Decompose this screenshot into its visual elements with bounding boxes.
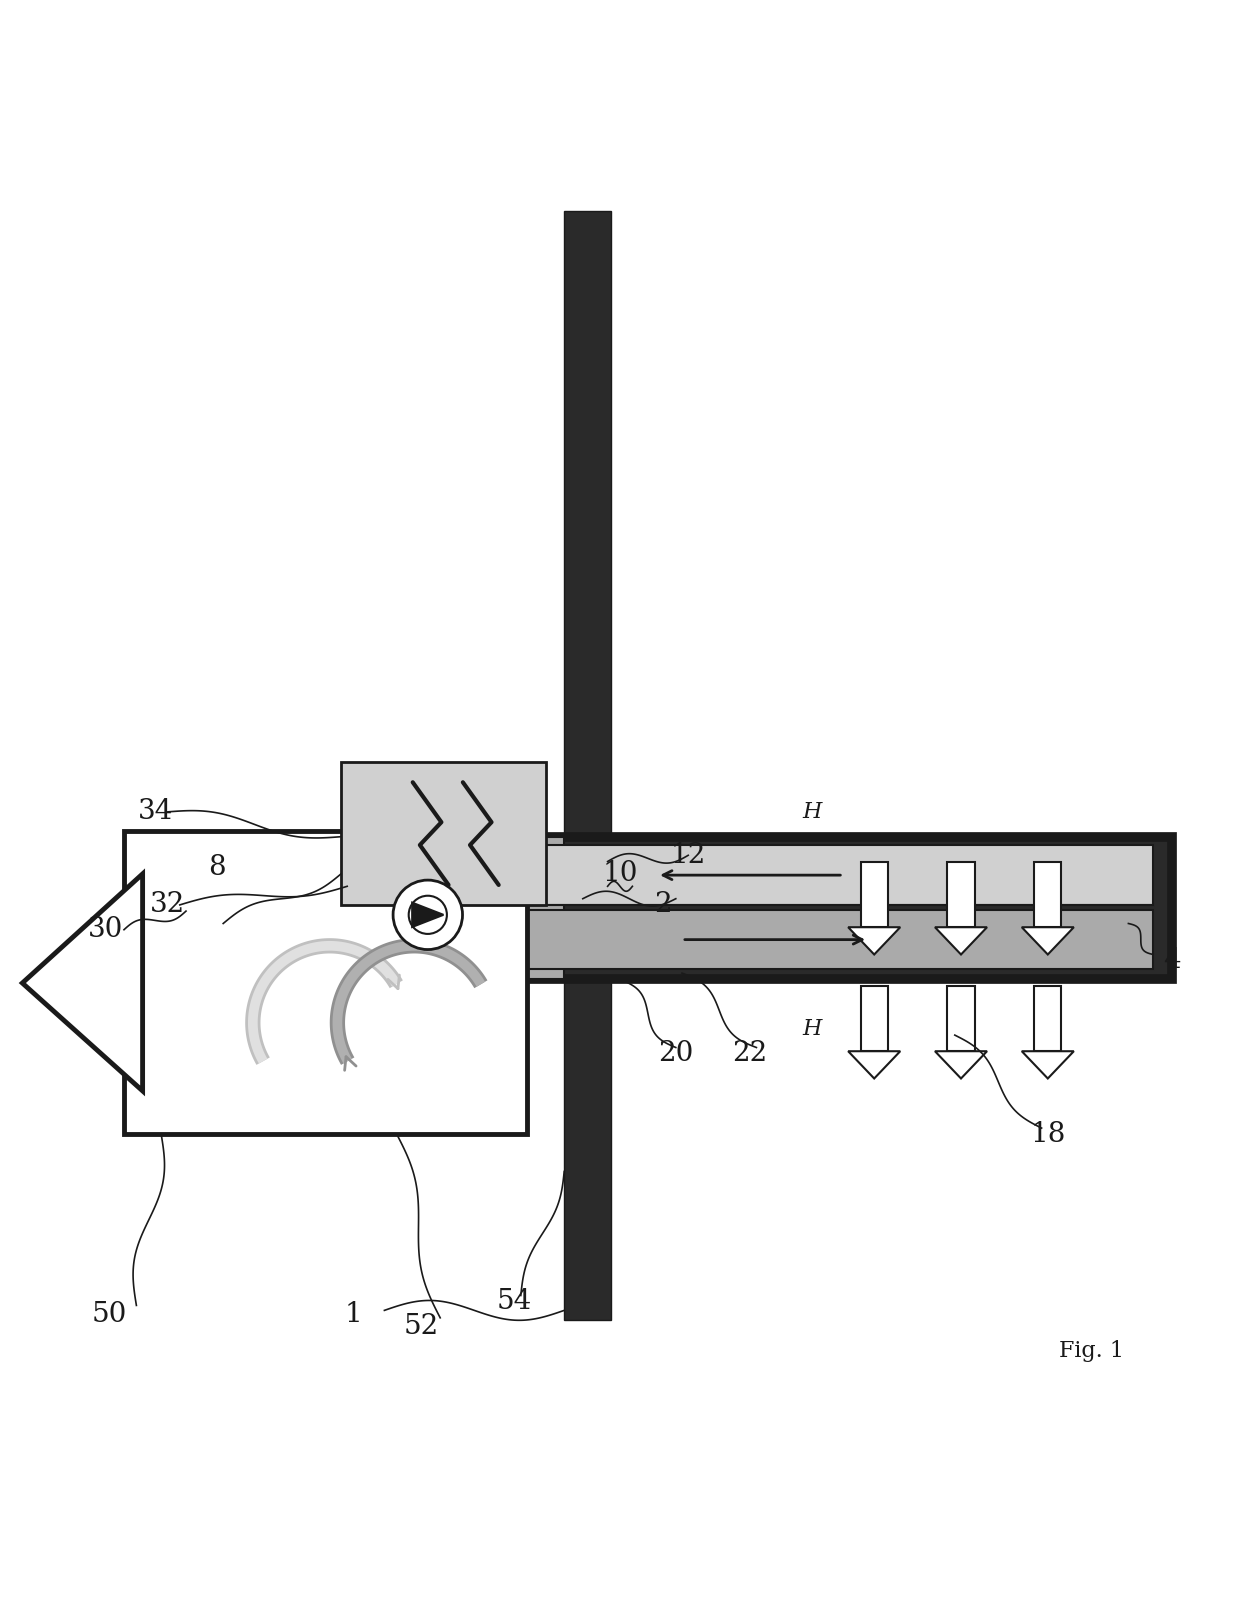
Text: 52: 52 [404, 1313, 439, 1340]
Bar [861, 862, 888, 927]
Bar [947, 985, 975, 1051]
Polygon shape [22, 875, 143, 1091]
Text: 30: 30 [88, 916, 123, 943]
Bar [477, 846, 1153, 905]
Text: 32: 32 [150, 891, 185, 918]
Text: 1: 1 [345, 1300, 362, 1327]
Polygon shape [1022, 1051, 1074, 1078]
Polygon shape [412, 903, 444, 927]
Bar [459, 836, 1172, 979]
Text: 54: 54 [497, 1289, 532, 1316]
Text: 12: 12 [671, 841, 706, 868]
Text: 50: 50 [92, 1300, 126, 1327]
Bar [477, 910, 1153, 969]
Text: Fig. 1: Fig. 1 [1059, 1340, 1123, 1362]
Polygon shape [848, 927, 900, 955]
Polygon shape [935, 1051, 987, 1078]
Text: 34: 34 [138, 798, 172, 825]
Text: 10: 10 [603, 860, 637, 887]
Polygon shape [1022, 927, 1074, 955]
Text: 22: 22 [733, 1041, 768, 1067]
Polygon shape [935, 927, 987, 955]
Bar [564, 211, 611, 1321]
Bar [335, 836, 564, 979]
Text: 20: 20 [658, 1041, 693, 1067]
Circle shape [393, 879, 463, 950]
Text: H: H [802, 1019, 822, 1039]
Text: 4: 4 [1163, 947, 1180, 974]
Bar [341, 763, 546, 905]
Bar [1034, 985, 1061, 1051]
Text: 18: 18 [1030, 1121, 1065, 1148]
Polygon shape [848, 1051, 900, 1078]
Text: 2: 2 [655, 891, 672, 918]
Bar [947, 862, 975, 927]
Bar [861, 985, 888, 1051]
Text: H: H [802, 801, 822, 823]
Bar [124, 830, 527, 1134]
Bar [1034, 862, 1061, 927]
Text: 8: 8 [208, 854, 226, 881]
